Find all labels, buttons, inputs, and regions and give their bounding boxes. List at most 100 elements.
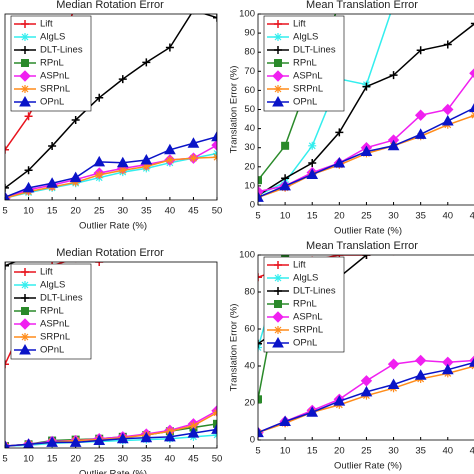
legend-marker: [274, 287, 282, 295]
marker: [116, 432, 129, 444]
marker: [469, 103, 474, 113]
marker: [213, 14, 217, 22]
marker: [48, 142, 57, 151]
x-tick-label: 35: [141, 206, 152, 217]
legend-label: Lift: [40, 267, 53, 278]
x-tick-label: 5: [2, 206, 7, 217]
legend-label: AlgLS: [293, 32, 318, 43]
marker: [187, 137, 200, 148]
y-axis-label: Translation Error (%): [229, 66, 240, 154]
axes-box: [4, 261, 218, 449]
x-axis-label: Outlier Rate (%): [334, 461, 402, 472]
marker: [416, 46, 425, 55]
axes-box: [257, 13, 474, 206]
series-line: [258, 14, 392, 197]
marker: [414, 128, 427, 139]
x-axis-label: Outlier Rate (%): [334, 226, 402, 237]
marker: [417, 149, 425, 157]
x-tick-label: 20: [70, 206, 81, 217]
series-line: [5, 152, 217, 199]
x-tick-label: 5: [255, 446, 260, 457]
marker: [306, 168, 319, 179]
x-axis-label: Outlier Rate (%): [79, 469, 147, 474]
legend-marker: [274, 261, 282, 269]
legend-marker: [21, 20, 29, 28]
marker: [5, 262, 9, 270]
y-tick-label: 100: [239, 250, 255, 261]
x-tick-label: 30: [388, 446, 399, 457]
marker: [140, 431, 153, 443]
marker: [469, 357, 474, 367]
marker: [387, 358, 400, 370]
marker: [308, 141, 317, 150]
legend-marker: [272, 70, 284, 82]
marker: [213, 419, 217, 428]
x-tick-label: 40: [442, 211, 453, 222]
x-tick-label: 10: [23, 206, 34, 217]
x-tick-label: 40: [165, 454, 176, 465]
legend-marker: [19, 70, 31, 82]
legend-label: SRPnL: [293, 325, 323, 336]
marker: [444, 240, 452, 248]
legend-label: SRPnL: [40, 84, 70, 95]
legend-marker: [274, 59, 282, 67]
marker: [69, 171, 82, 183]
marker: [23, 438, 34, 448]
x-tick-label: 15: [47, 454, 58, 465]
chart-title: Median Rotation Error: [56, 247, 164, 259]
marker: [213, 225, 221, 233]
x-tick-label: 45: [470, 446, 474, 457]
legend-marker: [274, 274, 282, 282]
marker: [211, 423, 217, 434]
marker: [118, 75, 127, 84]
y-tick-label: 70: [244, 66, 255, 77]
marker: [189, 421, 198, 430]
y-tick-label: 40: [244, 123, 255, 134]
chart-title: Mean Translation Error: [306, 240, 418, 252]
marker: [24, 112, 33, 121]
legend-label: AlgLS: [40, 32, 65, 43]
x-tick-label: 15: [307, 446, 318, 457]
marker: [441, 363, 454, 375]
x-tick-label: 10: [280, 446, 291, 457]
marker: [306, 406, 319, 417]
marker: [95, 93, 104, 102]
legend-marker: [21, 333, 29, 341]
legend-label: AlgLS: [40, 280, 65, 291]
legend-label: SRPnL: [40, 332, 70, 343]
marker: [387, 139, 400, 151]
plot-area: [5, 225, 221, 448]
marker: [142, 162, 151, 171]
legend-marker: [21, 294, 29, 302]
legend-marker: [21, 268, 29, 276]
marker: [279, 179, 291, 191]
marker: [258, 339, 262, 348]
legend-marker: [21, 307, 29, 315]
series-line: [5, 136, 217, 198]
series-line: [258, 114, 474, 199]
legend-label: RPnL: [293, 299, 317, 310]
x-tick-label: 20: [70, 454, 81, 465]
legend-marker: [274, 46, 282, 54]
legend-label: SRPnL: [293, 84, 323, 95]
marker: [142, 236, 150, 244]
marker: [362, 255, 371, 259]
y-tick-label: 60: [244, 85, 255, 96]
x-tick-label: 25: [361, 211, 372, 222]
legend-marker: [272, 311, 284, 323]
y-tick-label: 10: [244, 180, 255, 191]
marker: [281, 141, 290, 150]
marker: [5, 360, 9, 369]
marker: [46, 436, 58, 447]
x-tick-label: 40: [165, 206, 176, 217]
x-tick-label: 25: [361, 446, 372, 457]
marker: [308, 158, 317, 167]
marker: [5, 191, 10, 200]
x-tick-label: 5: [2, 454, 7, 465]
x-tick-label: 15: [307, 211, 318, 222]
marker: [5, 145, 9, 154]
marker: [333, 395, 346, 406]
marker: [211, 130, 217, 142]
marker: [95, 262, 104, 266]
legend-marker: [274, 85, 282, 93]
